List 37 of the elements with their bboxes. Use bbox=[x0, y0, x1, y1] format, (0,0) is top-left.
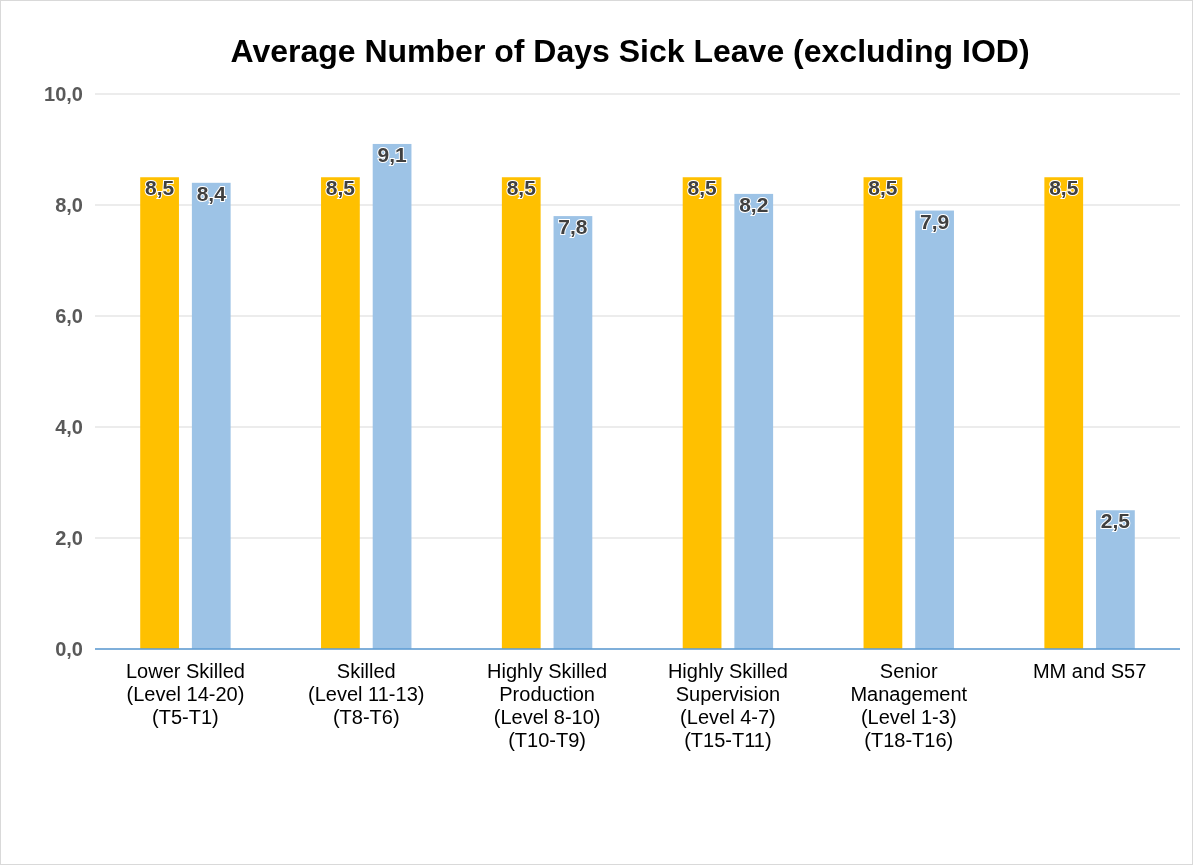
bar bbox=[191, 182, 231, 649]
x-tick-label: MM and S57 bbox=[1032, 660, 1147, 682]
bar bbox=[682, 177, 722, 649]
bar bbox=[734, 193, 774, 649]
data-label: 7,8 bbox=[558, 215, 588, 239]
data-label: 8,5 bbox=[1049, 176, 1079, 200]
y-tick-label: 10,0 bbox=[44, 82, 83, 105]
data-label: 9,1 bbox=[377, 142, 407, 166]
data-label: 8,5 bbox=[687, 176, 717, 200]
data-label: 8,4 bbox=[196, 181, 227, 205]
y-tick-label: 8,0 bbox=[55, 193, 83, 216]
y-tick-label: 2,0 bbox=[55, 526, 83, 549]
y-tick-label: 0,0 bbox=[55, 637, 83, 660]
x-tick-label: Highly Skilled Production (Level 8-10) (T10-T9) bbox=[487, 660, 608, 751]
data-label: 8,5 bbox=[325, 176, 356, 200]
bar bbox=[140, 177, 179, 649]
y-tick-label: 4,0 bbox=[55, 415, 83, 438]
bar bbox=[321, 177, 360, 649]
data-label: 7,9 bbox=[919, 209, 950, 233]
bar bbox=[863, 177, 903, 649]
data-label: 8,2 bbox=[739, 192, 769, 216]
x-tick-label: Highly Skilled Supervision (Level 4-7) (T15-T11) bbox=[667, 660, 788, 751]
x-tick-label: Senior Management (Level 1-3) (T18-T16) bbox=[850, 660, 968, 751]
bar bbox=[1096, 510, 1135, 649]
data-label: 8,5 bbox=[144, 176, 175, 200]
data-label: 8,5 bbox=[868, 176, 898, 200]
x-tick-label: Skilled (Level 11-13) (T8-T6) bbox=[308, 660, 425, 728]
data-label: 8,5 bbox=[506, 176, 537, 200]
bar bbox=[915, 210, 954, 649]
bar bbox=[372, 143, 412, 649]
x-tick-label: Lower Skilled (Level 14-20) (T5-T1) bbox=[125, 660, 245, 728]
bar bbox=[553, 216, 593, 649]
data-label: 2,5 bbox=[1100, 509, 1131, 533]
chart-title: Average Number of Days Sick Leave (excluding IOD) bbox=[230, 33, 1030, 69]
y-tick-label: 6,0 bbox=[55, 304, 83, 327]
bar bbox=[1044, 177, 1084, 649]
bar bbox=[501, 177, 541, 649]
